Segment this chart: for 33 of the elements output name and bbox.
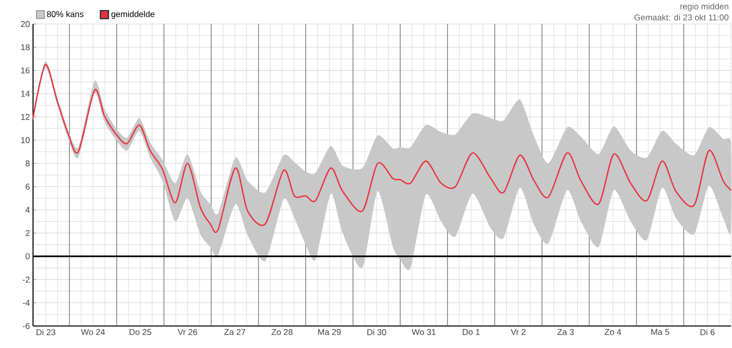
legend-label: gemiddelde (111, 10, 154, 19)
y-tick-label: 10 (21, 137, 30, 144)
y-tick-label: 16 (21, 67, 30, 74)
x-tick-label: Za 27 (224, 329, 246, 336)
text: Gemaakt: di 23 okt 11:00 (634, 14, 728, 20)
x-tick-label: Di 6 (700, 329, 715, 336)
legend-label: 80% kans (46, 10, 84, 18)
y-tick-label: 8 (26, 160, 30, 166)
y-tick-label: 12 (21, 114, 30, 120)
y-tick-label: 2 (26, 230, 30, 236)
y-tick-label: 14 (21, 90, 30, 97)
y-tick-label: -4 (22, 300, 30, 306)
text: regio midden (680, 3, 728, 12)
y-tick-label: 6 (26, 184, 30, 190)
y-tick-label: 4 (25, 206, 30, 213)
x-tick-label: Do 1 (462, 329, 480, 335)
x-tick-label: Ma 5 (651, 329, 670, 335)
y-tick-label: 0 (26, 253, 30, 260)
x-tick-label: Ma 29 (318, 329, 341, 336)
y-tick-label: -2 (22, 276, 30, 282)
x-tick-label: Zo 28 (272, 329, 293, 336)
x-tick-label: Vr 26 (178, 329, 198, 336)
y-tick-label: -6 (22, 323, 30, 329)
x-tick-label: Di 30 (367, 329, 386, 336)
x-tick-label: Wo 24 (80, 329, 105, 336)
x-tick-label: Zo 4 (604, 329, 622, 335)
x-tick-label: Za 3 (557, 329, 574, 336)
y-tick-label: 18 (21, 44, 30, 50)
y-tick-label: 20 (20, 21, 30, 27)
x-tick-label: Di 23 (36, 329, 56, 336)
x-tick-label: Wo 31 (412, 329, 436, 336)
x-tick-label: Vr 2 (510, 329, 526, 335)
x-tick-label: Do 25 (130, 329, 152, 336)
